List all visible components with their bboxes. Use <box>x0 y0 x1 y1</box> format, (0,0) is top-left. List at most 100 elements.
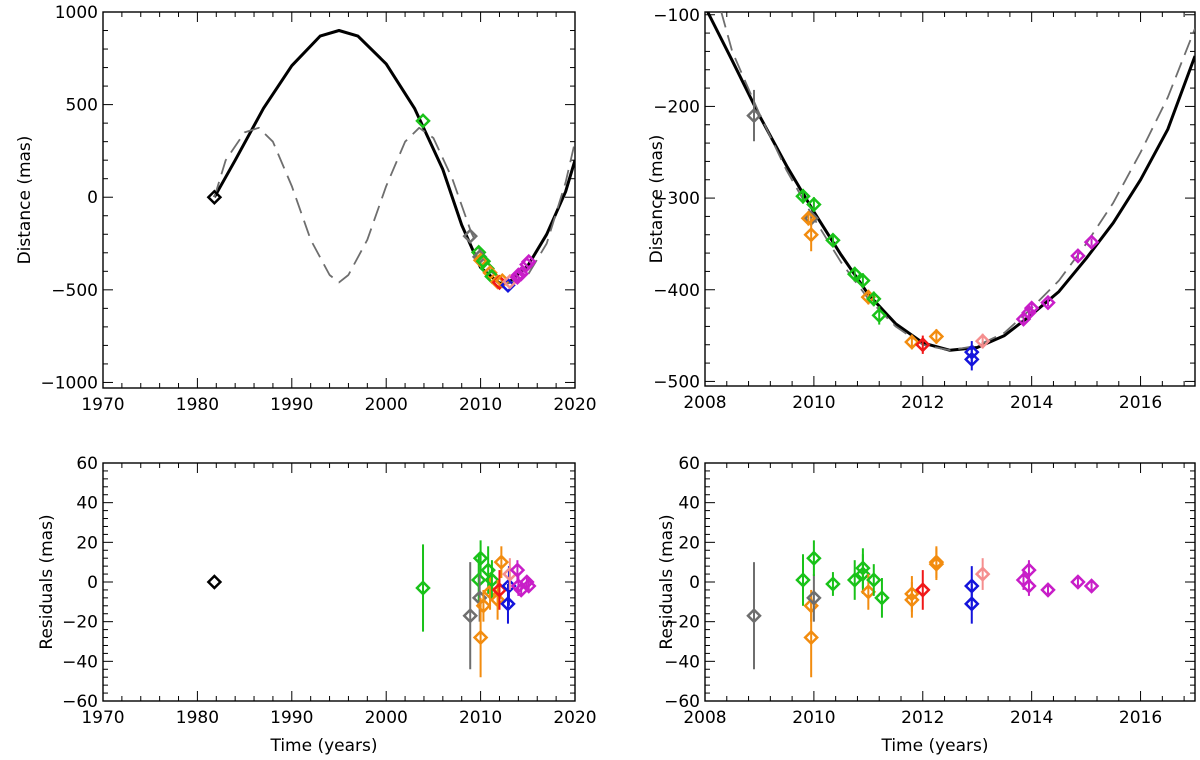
data-point <box>1070 248 1086 264</box>
x-tick-label: 1990 <box>270 708 313 728</box>
y-tick-label: 60 <box>678 454 700 474</box>
data-point <box>206 574 223 590</box>
x-tick-label: 1980 <box>176 395 219 415</box>
panel-bottom-right: 2008 2010 2012 2014 2016 −60 −40 −20 0 20 40 60 Resi… <box>657 454 1196 756</box>
data-point <box>520 578 537 594</box>
x-tick-label: 2012 <box>901 708 944 728</box>
data-point <box>928 556 945 572</box>
x-tick-label: 1980 <box>176 708 219 728</box>
x-tick-label: 1970 <box>81 395 124 415</box>
data-point <box>806 590 822 606</box>
data-point <box>415 113 431 129</box>
y-axis-title: Distance (mas) <box>15 136 35 265</box>
y-axis-title: Distance (mas) <box>647 135 667 264</box>
data-point <box>1070 574 1086 590</box>
data-point <box>795 572 811 588</box>
data-point <box>860 584 877 600</box>
y-tick-label: −20 <box>62 613 98 633</box>
x-axis-title: Time (years) <box>269 736 377 756</box>
x-tick-label: 1990 <box>270 395 313 415</box>
data-point <box>915 336 931 353</box>
data-point <box>871 307 887 324</box>
y-tick-label: −40 <box>62 652 98 672</box>
data-point <box>1023 300 1040 316</box>
data-point <box>866 572 882 588</box>
y-tick-label: −500 <box>653 372 700 392</box>
x-tick-label: 2016 <box>1119 708 1162 728</box>
x-tick-label: 2010 <box>792 708 835 728</box>
data-point <box>874 590 890 606</box>
panel-top-right: 2008 2010 2012 2014 2016 −500 −400 −300 −200 −100… <box>647 6 1196 413</box>
data-point <box>974 566 991 582</box>
y-tick-label: 40 <box>678 494 700 514</box>
plot-frame <box>704 11 1196 387</box>
y-tick-label: −1000 <box>40 373 98 393</box>
y-tick-label: −200 <box>653 97 700 117</box>
x-tick-label: 2014 <box>1010 393 1053 413</box>
x-tick-label: 2020 <box>553 395 596 415</box>
data-point <box>1021 578 1037 594</box>
data-point <box>472 629 489 646</box>
data-point <box>484 572 500 588</box>
y-tick-label: 0 <box>87 573 98 593</box>
data-point <box>520 253 537 270</box>
orbit-fit-curve <box>706 12 1195 352</box>
plot-frame <box>102 462 576 702</box>
data-point <box>475 598 492 614</box>
y-tick-label: −400 <box>653 281 700 301</box>
data-point <box>806 196 822 213</box>
data-point <box>928 328 945 345</box>
plot-frame <box>102 11 576 389</box>
data-point <box>746 107 762 124</box>
data-point <box>1040 582 1056 598</box>
data-point <box>1083 578 1100 594</box>
data-point <box>904 586 920 602</box>
y-tick-label: 60 <box>76 454 98 474</box>
data-point <box>800 210 817 227</box>
data-point <box>964 596 980 612</box>
y-tick-label: −300 <box>653 189 700 209</box>
data-point <box>1021 304 1037 321</box>
y-tick-label: −100 <box>653 6 700 26</box>
y-tick-label: −40 <box>664 652 700 672</box>
x-tick-label: 1970 <box>81 708 124 728</box>
data-point <box>519 574 535 590</box>
data-point <box>855 560 871 576</box>
data-point <box>489 592 506 608</box>
data-point <box>513 266 529 282</box>
data-point <box>825 576 841 592</box>
y-tick-label: 1000 <box>55 3 98 23</box>
data-point <box>462 607 478 624</box>
data-point <box>904 334 920 350</box>
y-tick-label: −60 <box>664 692 700 712</box>
y-tick-label: 0 <box>689 573 700 593</box>
data-point <box>846 266 863 282</box>
y-tick-label: 20 <box>678 533 700 553</box>
x-tick-label: 2000 <box>365 708 408 728</box>
data-point <box>482 265 498 281</box>
x-tick-label: 2014 <box>1010 708 1053 728</box>
y-tick-label: −20 <box>664 613 700 633</box>
data-point <box>803 226 819 243</box>
alternative-fit-curve <box>720 12 1195 352</box>
data-point <box>974 333 991 349</box>
data-point <box>415 580 431 596</box>
x-tick-label: 2020 <box>553 708 596 728</box>
data-point <box>472 550 489 566</box>
plot-area <box>206 540 537 678</box>
y-tick-label: 40 <box>76 494 98 514</box>
y-axis-title: Residuals (mas) <box>657 514 677 649</box>
data-point <box>803 629 819 646</box>
data-point <box>493 554 510 570</box>
orbit-fit-curve <box>213 29 575 285</box>
x-axis-title: Time (years) <box>880 736 988 756</box>
data-point <box>1083 234 1100 250</box>
y-tick-label: 0 <box>87 188 98 208</box>
x-tick-label: 2010 <box>459 395 502 415</box>
data-point <box>846 572 863 588</box>
data-point <box>795 188 811 205</box>
data-point <box>462 228 478 244</box>
x-tick-label: 2008 <box>683 393 726 413</box>
data-point <box>746 607 762 624</box>
